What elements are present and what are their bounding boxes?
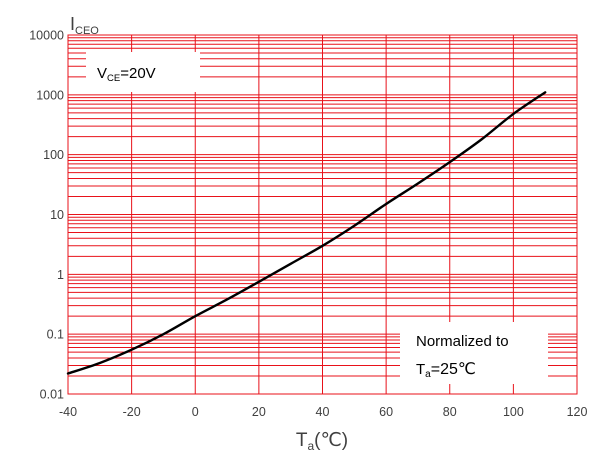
normalization-annotation-value: =25℃ xyxy=(431,361,476,378)
x-tick-label: -20 xyxy=(123,405,141,419)
plot-area-border xyxy=(67,34,578,395)
x-axis-label-main: T xyxy=(296,430,308,451)
y-tick-label: 10 xyxy=(50,208,64,222)
y-tick-label: 100 xyxy=(43,148,64,162)
y-tick-label: 1 xyxy=(57,268,64,282)
x-axis-ticks: -40 -20 0 20 40 60 80 100 120 xyxy=(59,405,588,419)
y-tick-label: 10000 xyxy=(29,29,64,43)
condition-annotation-prefix: V xyxy=(97,65,107,82)
x-tick-label: 100 xyxy=(503,405,524,419)
y-axis-label-main: I xyxy=(70,14,75,34)
x-axis-label: Ta(℃) xyxy=(296,430,348,453)
condition-annotation-box xyxy=(86,52,200,92)
condition-annotation-value: =20V xyxy=(120,65,155,82)
normalization-annotation-subscript: a xyxy=(425,369,431,380)
y-axis-label: ICEO xyxy=(70,14,99,37)
normalization-annotation-box xyxy=(400,322,548,384)
x-tick-label: 120 xyxy=(567,405,588,419)
x-tick-label: 40 xyxy=(316,405,330,419)
x-axis-label-subscript: a xyxy=(307,439,314,453)
normalization-annotation-prefix: T xyxy=(416,361,425,378)
y-tick-label: 0.1 xyxy=(47,328,64,342)
normalization-annotation-line2: Ta=25℃ xyxy=(416,361,476,380)
y-axis-ticks: 0.01 0.1 1 10 100 1000 10000 xyxy=(29,29,64,402)
x-tick-label: 20 xyxy=(252,405,266,419)
normalization-annotation-line1: Normalized to xyxy=(416,333,509,350)
x-tick-label: 60 xyxy=(379,405,393,419)
condition-annotation: VCE=20V xyxy=(97,65,156,84)
y-tick-label: 0.01 xyxy=(40,388,64,402)
y-axis-label-subscript: CEO xyxy=(75,25,99,37)
x-tick-label: 80 xyxy=(443,405,457,419)
series-line xyxy=(66,91,547,375)
y-tick-label: 1000 xyxy=(36,88,64,102)
x-tick-label: 0 xyxy=(192,405,199,419)
x-axis-label-unit: (℃) xyxy=(314,430,348,451)
x-tick-label: -40 xyxy=(59,405,77,419)
condition-annotation-subscript: CE xyxy=(107,73,120,84)
